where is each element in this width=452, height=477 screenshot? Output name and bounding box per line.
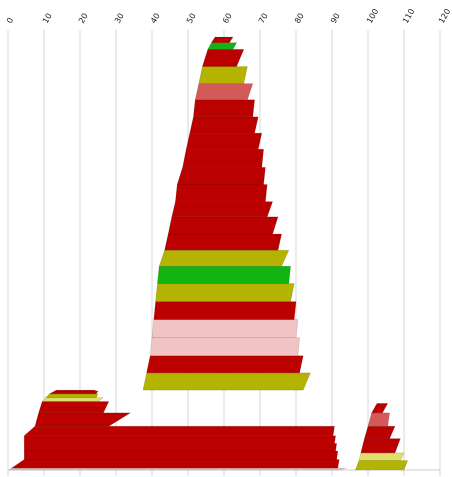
x-tick-label: 40: [149, 12, 162, 25]
center-band: [175, 184, 268, 202]
center-band: [189, 116, 259, 134]
x-tick-label: 0: [5, 16, 15, 25]
left-band: [38, 401, 110, 414]
center-band: [194, 83, 254, 101]
x-tick-label: 10: [41, 12, 54, 25]
right-band: [371, 403, 389, 414]
x-tick-label: 30: [113, 12, 126, 25]
center-band: [157, 265, 291, 284]
right-band: [367, 412, 390, 427]
center-band: [146, 355, 304, 374]
x-tick-label: 20: [77, 12, 90, 25]
x-tick-label: 50: [185, 12, 198, 25]
center-band: [198, 66, 248, 84]
right-band: [358, 452, 405, 461]
center-band: [201, 49, 245, 67]
center-band: [153, 301, 297, 320]
x-tick-label: 100: [365, 7, 380, 25]
x-tick-label: 110: [401, 7, 416, 25]
left-band: [45, 393, 99, 399]
left-band: [23, 435, 336, 444]
center-band: [155, 283, 295, 302]
center-band: [171, 201, 274, 218]
center-band: [158, 249, 290, 267]
right-band: [354, 460, 409, 471]
left-band: [54, 389, 97, 392]
left-band: [41, 397, 105, 402]
x-tick-labels: 0 10 20 30 40 50 60 70 80 90 100 110 120: [5, 7, 452, 25]
stack-bands: [8, 36, 409, 471]
left-band: [23, 450, 339, 460]
left-band: [23, 425, 335, 437]
center-band: [176, 167, 266, 185]
left-band: [49, 390, 99, 395]
center-band: [185, 132, 263, 150]
x-tick-label: 90: [329, 12, 342, 25]
center-band: [207, 42, 238, 50]
right-band: [360, 438, 401, 454]
left-band: [23, 443, 338, 452]
x-tick-label: 120: [437, 7, 452, 25]
right-band: [364, 425, 396, 439]
center-band: [182, 149, 264, 168]
x-tick-label: 60: [221, 12, 234, 25]
center-band: [167, 216, 279, 235]
left-band: [10, 459, 340, 469]
x-tick-label: 80: [293, 12, 306, 25]
center-band: [142, 372, 311, 391]
x-tick-label: 70: [257, 12, 270, 25]
center-band: [193, 99, 255, 118]
center-band: [164, 233, 282, 251]
left-band: [34, 412, 132, 427]
center-band: [151, 319, 299, 339]
center-band: [210, 36, 234, 44]
center-band: [149, 337, 300, 357]
